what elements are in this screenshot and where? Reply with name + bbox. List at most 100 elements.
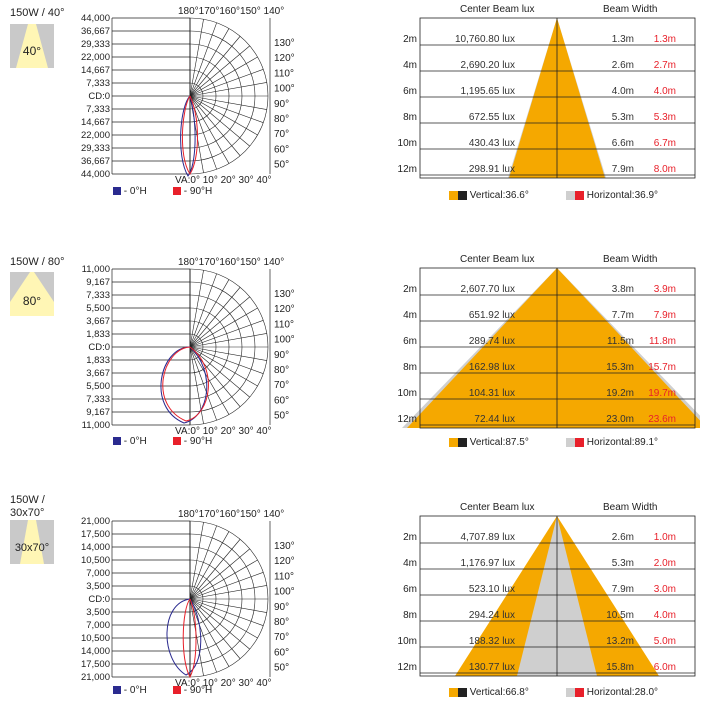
horizontal-angle: Horizontal:36.9°: [586, 190, 659, 201]
side-angle-label: 80°: [274, 617, 289, 628]
distance-label: 10m: [398, 138, 417, 149]
center-lux-value: 4,707.89 lux: [461, 532, 516, 543]
icon-label: 80°: [22, 294, 42, 308]
polar-chart: 11,000 9,167 7,333 5,500 3,667 1,833 CD:0 1,833…: [82, 257, 295, 437]
legend-0h-label: - 0°H: [123, 436, 147, 447]
side-angle-label: 50°: [274, 411, 289, 422]
polar-radial: [189, 346, 250, 398]
polar-radial: [189, 525, 217, 600]
distance-label: 12m: [398, 414, 417, 425]
side-angle-label: 70°: [274, 129, 289, 140]
header-beam-width: Beam Width: [603, 502, 657, 513]
distance-label: 4m: [403, 60, 417, 71]
center-lux-value: 104.31 lux: [469, 388, 515, 399]
blue-square-icon: [113, 686, 121, 695]
blue-square-icon: [113, 437, 121, 446]
polar-radial: [189, 45, 250, 97]
candela-tick-label: 29,333: [81, 39, 110, 50]
top-angle-labels: 180°170°160°150° 140°: [178, 6, 284, 17]
polar-radial: [189, 522, 204, 600]
bottom-angle-labels: VA:0° 10° 20° 30° 40°: [175, 678, 272, 689]
polar-radial: [189, 36, 241, 97]
horizontal-width-value: 11.8m: [649, 336, 676, 347]
distance-label: 2m: [403, 284, 417, 295]
candela-tick-label: 36,667: [81, 156, 110, 167]
side-angle-label: 100°: [274, 335, 295, 346]
horizontal-legend: Horizontal:36.9°: [566, 190, 658, 201]
candela-tick-label: 14,000: [81, 646, 110, 657]
candela-tick-label: 9,167: [86, 407, 110, 418]
legend-90h: - 90°H: [173, 685, 212, 696]
vertical-angle: Vertical:36.6°: [469, 190, 529, 201]
distance-label: 2m: [403, 34, 417, 45]
side-angle-label: 60°: [274, 647, 289, 658]
candela-tick-label: 5,500: [86, 381, 110, 392]
side-angle-label: 50°: [274, 160, 289, 171]
polar-radial: [189, 28, 230, 97]
icon-label: 30x70°: [14, 542, 50, 554]
polar-radial: [189, 572, 264, 600]
vertical-width-value: 7.7m: [612, 310, 634, 321]
center-lux-value: 2,690.20 lux: [461, 60, 516, 71]
horizontal-width-value: 19.7m: [648, 388, 676, 399]
side-angle-label: 50°: [274, 663, 289, 674]
top-angle-labels: 180°170°160°150° 140°: [178, 509, 284, 520]
vertical-width-value: 5.3m: [612, 558, 634, 569]
candela-tick-label: 22,000: [81, 130, 110, 141]
header-beam-width: Beam Width: [603, 254, 657, 265]
curve-90h: [182, 598, 197, 679]
polar-radial: [189, 270, 204, 348]
section-40: 150W / 40° 40° 44,000 36,667 29,333 22,000 1…: [0, 0, 720, 230]
distance-label: 4m: [403, 558, 417, 569]
distance-label: 8m: [403, 112, 417, 123]
section-title: 150W / 80°: [10, 256, 65, 268]
vertical-width-value: 15.8m: [606, 662, 634, 673]
vertical-width-value: 19.2m: [606, 388, 634, 399]
side-angle-label: 90°: [274, 99, 289, 110]
center-lux-value: 162.98 lux: [469, 362, 515, 373]
side-angle-label: 90°: [274, 602, 289, 613]
candela-tick-label: 29,333: [81, 143, 110, 154]
beam-cone-icon: [16, 24, 48, 68]
bottom-angle-labels: VA:0° 10° 20° 30° 40°: [175, 175, 272, 186]
beam-cone-icon: [10, 272, 54, 316]
vertical-legend: Vertical:66.8°: [449, 687, 529, 698]
candela-tick-label: 21,000: [81, 516, 110, 527]
horizontal-legend: Horizontal:89.1°: [566, 437, 658, 448]
polar-chart: 44,000 36,667 29,333 22,000 14,667 7,333 CD:0 7…: [81, 6, 295, 186]
grey-square-icon: [566, 687, 575, 697]
section-30x70: 150W / 30x70° 30x70° 21,000 17,500 14,000 1…: [0, 490, 720, 718]
center-lux-value: 651.92 lux: [469, 310, 515, 321]
polar-radial: [189, 287, 241, 348]
side-angle-label: 70°: [274, 632, 289, 643]
section-80: 150W / 80° 80° 11,000 9,167 7,333 5,500 3,66…: [0, 250, 720, 480]
side-angle-label: 130°: [274, 38, 295, 49]
polar-radial: [189, 585, 267, 600]
horizontal-angle: Horizontal:89.1°: [586, 437, 659, 448]
vertical-angle: Vertical:87.5°: [469, 437, 529, 448]
beam-angle-icon: 80°: [10, 272, 54, 316]
orange-square-icon: [449, 437, 458, 447]
vertical-width-value: 3.8m: [612, 284, 634, 295]
candela-tick-label: 44,000: [81, 169, 110, 180]
polar-radial: [189, 598, 267, 613]
side-angle-label: 100°: [274, 587, 295, 598]
horizontal-width-value: 3.9m: [654, 284, 676, 295]
distance-label: 8m: [403, 362, 417, 373]
vertical-width-value: 2.6m: [612, 60, 634, 71]
curve-90h: [182, 95, 198, 175]
polar-radial: [189, 279, 230, 348]
side-angle-label: 80°: [274, 365, 289, 376]
header-center-beam-lux: Center Beam lux: [460, 502, 534, 513]
center-lux-value: 72.44 lux: [474, 414, 515, 425]
polar-radial: [189, 598, 217, 673]
polar-radial: [189, 56, 258, 97]
candela-tick-label: 7,333: [86, 394, 110, 405]
section-title: 150W / 30x70°: [10, 494, 45, 519]
polar-radial: [189, 346, 264, 374]
candela-tick-label: 44,000: [81, 13, 110, 24]
table-frame: [419, 267, 696, 429]
polar-radial: [189, 95, 241, 156]
polar-radial: [189, 346, 204, 424]
vertical-width-value: 5.3m: [612, 112, 634, 123]
